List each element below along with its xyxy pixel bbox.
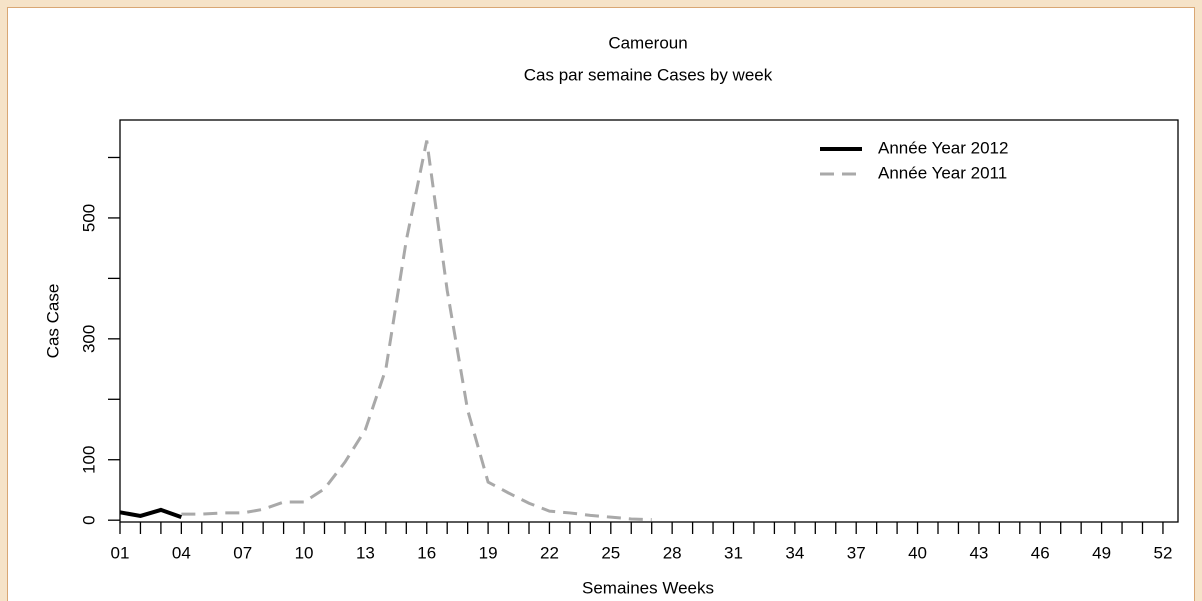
x-tick-label: 16 [417,543,436,562]
x-tick-label: 28 [663,543,682,562]
x-tick-label: 04 [172,543,191,562]
y-tick-label: 100 [79,446,98,474]
legend-label: Année Year 2012 [878,138,1008,157]
x-tick-label: 46 [1031,543,1050,562]
x-tick-label: 01 [111,543,130,562]
chart-subtitle: Cas par semaine Cases by week [524,65,773,84]
x-tick-label: 07 [233,543,252,562]
line-series [181,140,652,522]
x-tick-label: 43 [969,543,988,562]
x-tick-label: 13 [356,543,375,562]
x-tick-label: 49 [1092,543,1111,562]
y-tick-label: 300 [79,325,98,353]
x-tick-label: 40 [908,543,927,562]
legend-label: Année Year 2011 [878,163,1007,182]
x-tick-label: 31 [724,543,743,562]
y-tick-label: 500 [79,204,98,232]
x-tick-label: 10 [295,543,314,562]
plot-frame [119,119,1179,523]
x-tick-label: 22 [540,543,559,562]
y-tick-label: 0 [79,515,98,524]
panel [7,7,1195,601]
x-tick-label: 34 [785,543,804,562]
line-series [119,507,183,520]
y-axis-label: Cas Case [43,284,62,359]
x-tick-label: 25 [601,543,620,562]
chart-title: Cameroun [608,33,687,52]
x-tick-label: 19 [479,543,498,562]
x-tick-label: 37 [847,543,866,562]
x-tick-label: 52 [1153,543,1172,562]
x-axis-label: Semaines Weeks [582,578,714,597]
